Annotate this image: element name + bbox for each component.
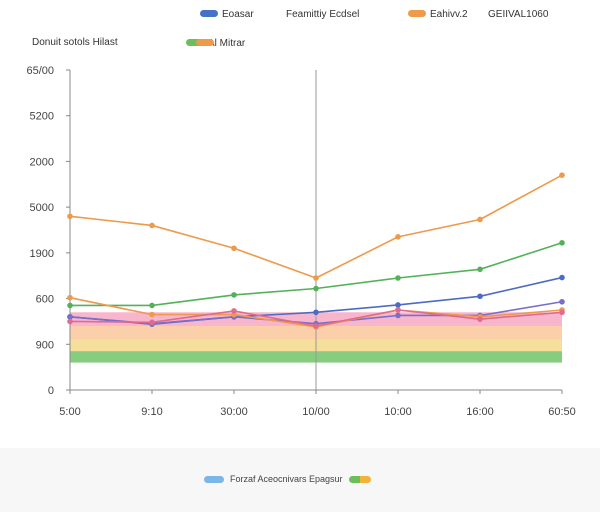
- series-0-point-6: [559, 172, 565, 178]
- legend-entry-2: Eahivv.2: [430, 9, 468, 20]
- series-1-point-6: [559, 240, 565, 246]
- y-tick-label-0: 0: [48, 385, 54, 397]
- legend-swatch-4b: [196, 39, 214, 46]
- legend-entry-4: Al Mitrar: [208, 38, 246, 49]
- series-3-point-6: [559, 298, 565, 305]
- series-1-point-4: [395, 275, 401, 281]
- y-tick-label-7: 65/00: [26, 65, 54, 77]
- y-tick-label-5: 2000: [30, 156, 54, 168]
- series-0-point-0: [67, 213, 73, 220]
- series-5-point-3: [313, 323, 319, 329]
- footer-legend-label: Forzaf Aceocnivars Epagsur: [230, 474, 343, 484]
- series-0-point-1: [149, 222, 155, 229]
- series-5-point-1: [149, 319, 155, 326]
- series-1-point-3: [313, 285, 319, 292]
- series-4-point-1: [149, 311, 155, 318]
- series-5-point-4: [395, 307, 401, 313]
- footer-panel: Forzaf Aceocnivars Epagsur: [0, 448, 600, 512]
- series-2-point-6: [559, 274, 565, 281]
- legend-swatch-0: [200, 10, 218, 17]
- series-4-point-0: [67, 294, 73, 301]
- y-tick-label-4: 5000: [30, 202, 54, 214]
- x-tick-label-2: 30:00: [220, 406, 248, 418]
- series-5-point-5: [477, 316, 483, 322]
- chart-subtitle: Donuit sotols Hilast: [32, 37, 118, 48]
- x-tick-label-6: 60:50: [548, 406, 576, 418]
- footer-legend: Forzaf Aceocnivars Epagsur: [204, 472, 371, 486]
- y-tick-label-3: 1900: [30, 248, 54, 260]
- series-1-point-1: [149, 302, 155, 309]
- legend-entry-1: Feamittiy Ecdsel: [286, 9, 359, 20]
- series-5-point-2: [231, 308, 237, 314]
- x-tick-label-4: 10:00: [384, 406, 412, 418]
- series-1-point-0: [67, 302, 73, 309]
- series-2-point-4: [395, 302, 401, 308]
- x-tick-label-0: 5:00: [59, 406, 80, 418]
- series-0-point-5: [477, 216, 483, 223]
- series-0-point-3: [313, 275, 319, 281]
- series-1-point-2: [231, 292, 237, 298]
- footer-swatch-blue: [204, 475, 224, 483]
- series-1-point-5: [477, 266, 483, 273]
- series-3-point-4: [395, 312, 401, 319]
- legend-entry-3: GEIIVAL1060: [488, 9, 549, 20]
- series-2-point-5: [477, 293, 483, 300]
- y-tick-label-1: 900: [36, 339, 54, 351]
- footer-swatch-green-orange: [348, 475, 371, 483]
- x-tick-label-3: 10/00: [302, 406, 330, 418]
- x-tick-label-5: 16:00: [466, 406, 494, 418]
- series-0-point-4: [395, 234, 401, 240]
- x-tick-label-1: 9:10: [141, 406, 162, 418]
- series-3-point-0: [67, 314, 73, 320]
- y-tick-label-2: 600: [36, 294, 54, 306]
- series-2-point-3: [313, 309, 319, 316]
- series-0-point-2: [231, 245, 237, 252]
- y-tick-label-6: 5200: [30, 111, 54, 123]
- legend-entry-0: Eoasar: [222, 9, 254, 20]
- series-5-point-0: [67, 318, 73, 325]
- line-chart: 0 900 600 1900 5000 2000 5200 65/00 5:00 9:10 30:0…: [26, 9, 576, 418]
- legend-swatch-2: [408, 10, 426, 17]
- series-5-point-6: [559, 309, 565, 316]
